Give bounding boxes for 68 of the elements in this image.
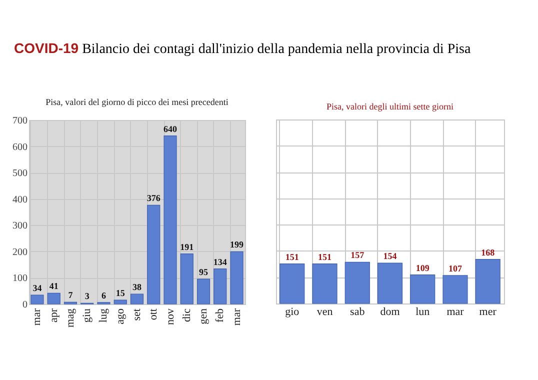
bar: [442, 275, 468, 304]
data-label: 151: [285, 252, 300, 262]
bar: [130, 294, 144, 304]
x-tick-label: gio: [285, 306, 300, 318]
bar: [164, 135, 177, 304]
x-tick-label: ago: [114, 308, 126, 324]
y-tick-label: 300: [12, 220, 28, 232]
x-tick-label: lug: [98, 308, 110, 323]
x-tick-label: sab: [350, 306, 366, 318]
data-label: 168: [481, 247, 496, 258]
bar: [47, 292, 60, 304]
x-tick-label: set: [131, 308, 143, 321]
chart-title: Pisa, valori degli ultimi sette giorni: [326, 102, 454, 112]
data-label: 107: [448, 263, 462, 274]
x-tick-label: nov: [164, 308, 176, 325]
y-tick-label: 400: [12, 194, 28, 206]
bar: [230, 251, 244, 304]
data-label: 134: [213, 256, 228, 267]
x-tick-label: apr: [48, 308, 60, 323]
x-tick-label: ven: [316, 306, 334, 318]
bar: [147, 204, 160, 304]
data-label: 376: [146, 193, 161, 204]
y-tick-label: 200: [12, 246, 28, 258]
data-label: 109: [416, 262, 430, 273]
data-label: 157: [350, 250, 365, 260]
data-label: 95: [199, 267, 209, 278]
data-label: 38: [132, 282, 142, 292]
y-tick-label: 0: [22, 300, 28, 310]
data-label: 15: [116, 288, 126, 298]
chart-subtitle: Pisa, valori del giorno di picco dei mesi precedenti: [46, 97, 229, 107]
bar: [180, 253, 194, 304]
data-label: 3: [84, 291, 90, 302]
data-label: 7: [68, 290, 74, 300]
bar: [30, 294, 44, 304]
x-tick-label: mer: [479, 306, 497, 318]
bar: [196, 278, 210, 304]
bar: [214, 268, 227, 304]
chart-title: COVID-19 Bilancio dei contagi dall'inizio della pandemia nella provincia di Pisa: [14, 40, 471, 58]
x-tick-label: giu: [81, 308, 94, 323]
y-tick-label: 500: [12, 168, 28, 180]
x-tick-label: mar: [230, 308, 243, 326]
data-label: 34: [32, 283, 42, 294]
bar: [312, 264, 338, 304]
data-label: 6: [101, 290, 106, 300]
x-tick-label: feb: [214, 308, 226, 323]
data-label: 640: [164, 124, 178, 134]
x-tick-label: lun: [416, 306, 430, 318]
x-tick-label: ott: [148, 308, 160, 320]
bar: [410, 274, 436, 304]
y-tick-label: 100: [12, 273, 28, 284]
data-label: 199: [230, 240, 244, 250]
bar: [344, 262, 370, 304]
x-tick-label: dom: [380, 306, 400, 318]
y-tick-label: 600: [12, 142, 28, 153]
x-tick-label: mag: [64, 308, 76, 328]
x-tick-label: dic: [180, 308, 193, 322]
data-label: 154: [383, 251, 398, 262]
x-tick-label: mar: [446, 306, 464, 318]
bar: [114, 300, 127, 304]
data-label: 191: [180, 242, 194, 252]
x-tick-label: mar: [31, 308, 44, 326]
data-label: 151: [318, 252, 332, 262]
bar: [280, 264, 305, 304]
data-label: 41: [49, 281, 59, 292]
y-tick-label: 700: [12, 116, 28, 126]
bar: [377, 262, 403, 304]
bar: [475, 259, 500, 304]
x-tick-label: gen: [198, 308, 210, 324]
